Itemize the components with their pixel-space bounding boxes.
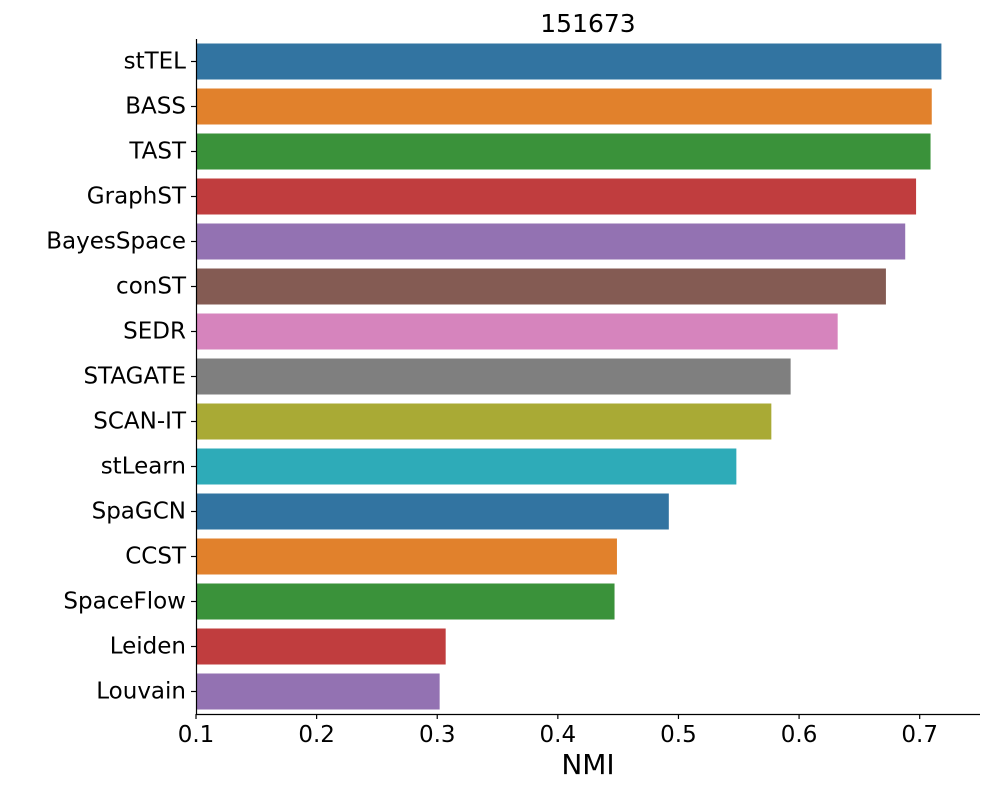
y-tick-label: stTEL bbox=[124, 49, 187, 75]
y-tick-labels: stTEL BASS TAST GraphST BayesSpace conST SEDR S… bbox=[46, 49, 196, 705]
y-tick-label: stLearn bbox=[101, 454, 186, 480]
bar-tast bbox=[196, 133, 931, 170]
y-tick-label: Leiden bbox=[110, 634, 186, 660]
y-tick-label: CCST bbox=[125, 544, 187, 570]
bar-bayesspace bbox=[196, 223, 906, 260]
x-tick-label: 0.7 bbox=[901, 722, 938, 748]
y-tick-label: BASS bbox=[125, 94, 186, 120]
y-tick-label: TAST bbox=[128, 139, 187, 165]
y-tick-label: STAGATE bbox=[83, 364, 186, 390]
y-tick-label: BayesSpace bbox=[46, 229, 186, 255]
bar-louvain bbox=[196, 673, 440, 710]
bar-spagcn bbox=[196, 493, 669, 530]
bar-stagate bbox=[196, 358, 791, 395]
y-tick-label: SCAN-IT bbox=[93, 409, 187, 435]
x-tick-label: 0.4 bbox=[540, 722, 577, 748]
y-tick-label: GraphST bbox=[87, 184, 187, 210]
bar-ccst bbox=[196, 538, 617, 575]
bar-const bbox=[196, 268, 886, 305]
y-tick-label: Louvain bbox=[96, 679, 186, 705]
bar-bass bbox=[196, 88, 932, 125]
x-tick-label: 0.3 bbox=[419, 722, 456, 748]
x-tick-label: 0.5 bbox=[660, 722, 697, 748]
bar-stlearn bbox=[196, 448, 737, 485]
chart-title: 151673 bbox=[540, 9, 635, 38]
bar-sttel bbox=[196, 43, 942, 80]
bar-scan-it bbox=[196, 403, 772, 440]
bar-spaceflow bbox=[196, 583, 615, 620]
bar-graphst bbox=[196, 178, 917, 215]
y-tick-label: SpaGCN bbox=[92, 499, 186, 525]
x-axis-label: NMI bbox=[561, 748, 614, 781]
bar-sedr bbox=[196, 313, 838, 350]
y-tick-label: SEDR bbox=[123, 319, 186, 345]
x-tick-label: 0.1 bbox=[178, 722, 215, 748]
bars-layer bbox=[196, 43, 942, 710]
y-tick-label: conST bbox=[116, 274, 187, 300]
x-ticks: 0.1 0.2 0.3 0.4 0.5 0.6 0.7 bbox=[178, 714, 938, 748]
y-tick-label: SpaceFlow bbox=[63, 589, 186, 615]
x-tick-label: 0.6 bbox=[781, 722, 818, 748]
bar-leiden bbox=[196, 628, 446, 665]
x-tick-label: 0.2 bbox=[298, 722, 335, 748]
